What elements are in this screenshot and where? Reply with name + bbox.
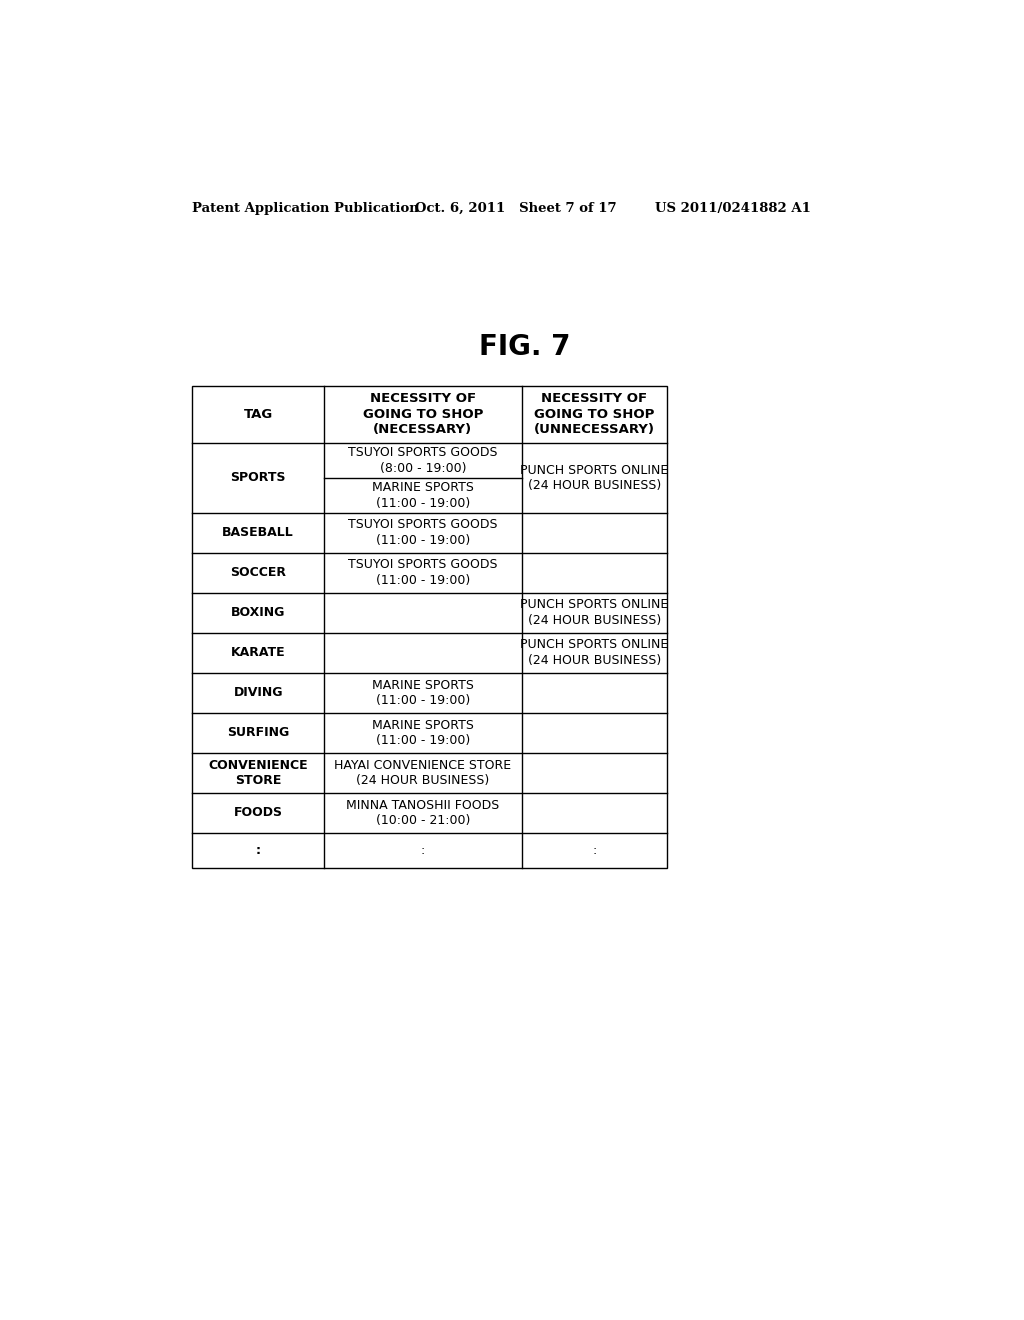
Text: MARINE SPORTS
(11:00 - 19:00): MARINE SPORTS (11:00 - 19:00) — [372, 718, 474, 747]
Text: SOCCER: SOCCER — [230, 566, 286, 579]
Text: PUNCH SPORTS ONLINE
(24 HOUR BUSINESS): PUNCH SPORTS ONLINE (24 HOUR BUSINESS) — [520, 639, 669, 667]
Text: SPORTS: SPORTS — [230, 471, 286, 484]
Text: FIG. 7: FIG. 7 — [479, 333, 570, 362]
Text: Oct. 6, 2011   Sheet 7 of 17: Oct. 6, 2011 Sheet 7 of 17 — [415, 202, 616, 215]
Text: MARINE SPORTS
(11:00 - 19:00): MARINE SPORTS (11:00 - 19:00) — [372, 678, 474, 708]
Text: Patent Application Publication: Patent Application Publication — [193, 202, 419, 215]
Text: BOXING: BOXING — [231, 606, 286, 619]
Bar — [193, 385, 667, 867]
Text: TSUYOI SPORTS GOODS
(11:00 - 19:00): TSUYOI SPORTS GOODS (11:00 - 19:00) — [348, 519, 498, 546]
Text: :: : — [592, 843, 596, 857]
Text: TSUYOI SPORTS GOODS
(11:00 - 19:00): TSUYOI SPORTS GOODS (11:00 - 19:00) — [348, 558, 498, 587]
Text: NECESSITY OF
GOING TO SHOP
(NECESSARY): NECESSITY OF GOING TO SHOP (NECESSARY) — [362, 392, 483, 437]
Text: TAG: TAG — [244, 408, 272, 421]
Text: FOODS: FOODS — [233, 807, 283, 820]
Text: PUNCH SPORTS ONLINE
(24 HOUR BUSINESS): PUNCH SPORTS ONLINE (24 HOUR BUSINESS) — [520, 463, 669, 492]
Text: CONVENIENCE
STORE: CONVENIENCE STORE — [209, 759, 308, 787]
Text: :: : — [256, 843, 261, 857]
Text: MINNA TANOSHII FOODS
(10:00 - 21:00): MINNA TANOSHII FOODS (10:00 - 21:00) — [346, 799, 500, 828]
Text: SURFING: SURFING — [227, 726, 290, 739]
Text: US 2011/0241882 A1: US 2011/0241882 A1 — [655, 202, 811, 215]
Text: MARINE SPORTS
(11:00 - 19:00): MARINE SPORTS (11:00 - 19:00) — [372, 480, 474, 510]
Text: KARATE: KARATE — [230, 647, 286, 659]
Text: TSUYOI SPORTS GOODS
(8:00 - 19:00): TSUYOI SPORTS GOODS (8:00 - 19:00) — [348, 446, 498, 475]
Text: :: : — [421, 843, 425, 857]
Text: PUNCH SPORTS ONLINE
(24 HOUR BUSINESS): PUNCH SPORTS ONLINE (24 HOUR BUSINESS) — [520, 598, 669, 627]
Text: NECESSITY OF
GOING TO SHOP
(UNNECESSARY): NECESSITY OF GOING TO SHOP (UNNECESSARY) — [534, 392, 654, 437]
Text: DIVING: DIVING — [233, 686, 283, 700]
Text: HAYAI CONVENIENCE STORE
(24 HOUR BUSINESS): HAYAI CONVENIENCE STORE (24 HOUR BUSINES… — [334, 759, 511, 787]
Text: BASEBALL: BASEBALL — [222, 527, 294, 539]
